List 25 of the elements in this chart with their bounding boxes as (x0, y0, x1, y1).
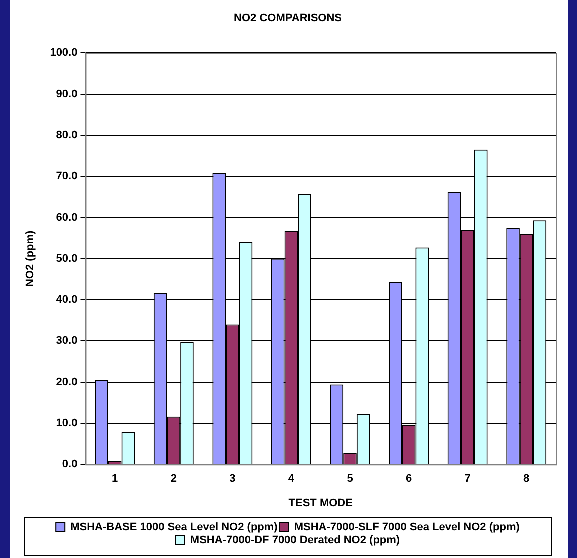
y-axis-title: NO2 (ppm) (24, 230, 37, 288)
x-tick-label: 3 (230, 473, 236, 486)
y-tick-label: 90.0 (56, 88, 78, 100)
y-tick-label: 20.0 (56, 376, 78, 388)
y-tick-label: 30.0 (56, 335, 78, 348)
legend-label: MSHA-7000-SLF 7000 Sea Level NO2 (ppm) (294, 522, 520, 534)
y-tick-label: 100.0 (50, 47, 78, 60)
y-tick-label: 70.0 (56, 170, 78, 183)
x-tick-label: 2 (170, 473, 177, 486)
y-tick-label: 60.0 (56, 212, 78, 224)
y-tick-label: 40.0 (56, 294, 78, 306)
x-tick-label: 6 (406, 473, 412, 486)
x-tick-label: 7 (464, 473, 471, 486)
x-tick-label: 1 (112, 473, 118, 486)
y-tick-label: 0.0 (62, 458, 78, 471)
x-tick-label: 8 (524, 473, 530, 486)
x-tick-label: 5 (347, 473, 354, 486)
chart-title: NO2 COMPARISONS (234, 12, 342, 25)
legend-label: MSHA-BASE 1000 Sea Level NO2 (ppm) (70, 522, 278, 534)
x-tick-label: 4 (288, 473, 296, 486)
y-tick-label: 80.0 (56, 130, 78, 142)
x-axis-title: TEST MODE (288, 497, 353, 510)
y-tick-label: 10.0 (56, 417, 78, 430)
legend-label: MSHA-7000-DF 7000 Derated NO2 (ppm) (190, 534, 400, 547)
y-tick-label: 50.0 (56, 252, 78, 265)
